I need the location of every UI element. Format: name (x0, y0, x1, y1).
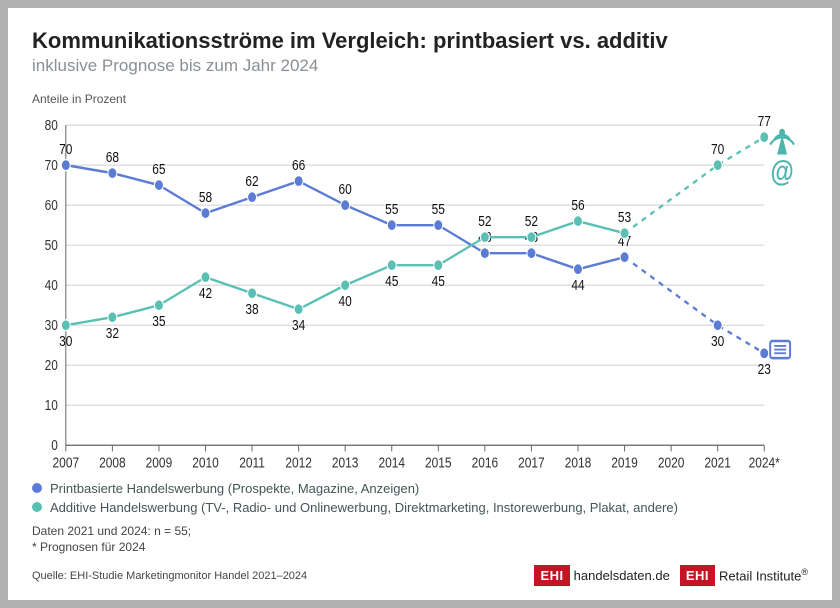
logo-handelsdaten: EHI handelsdaten.de (534, 565, 669, 586)
legend-marker-print (32, 483, 42, 493)
svg-text:30: 30 (59, 333, 72, 349)
svg-text:2018: 2018 (565, 454, 592, 470)
svg-text:0: 0 (51, 437, 58, 453)
svg-text:38: 38 (245, 301, 258, 317)
footer: Quelle: EHI-Studie Marketingmonitor Hand… (32, 565, 808, 586)
svg-text:2014: 2014 (378, 454, 405, 470)
svg-text:45: 45 (385, 273, 398, 289)
svg-text:68: 68 (106, 149, 119, 165)
svg-text:52: 52 (525, 213, 538, 229)
svg-text:55: 55 (385, 201, 398, 217)
unit-label: Anteile in Prozent (32, 92, 808, 106)
svg-text:2015: 2015 (425, 454, 452, 470)
svg-text:2011: 2011 (239, 454, 265, 470)
svg-text:2024*: 2024* (749, 454, 780, 470)
svg-text:23: 23 (758, 361, 771, 377)
chart-subtitle: inklusive Prognose bis zum Jahr 2024 (32, 56, 808, 76)
svg-text:2019: 2019 (611, 454, 638, 470)
logo-text-a: handelsdaten.de (574, 568, 670, 583)
svg-text:30: 30 (711, 333, 724, 349)
chart-card: Kommunikationsströme im Vergleich: print… (8, 8, 832, 600)
svg-text:65: 65 (152, 161, 165, 177)
svg-text:2021: 2021 (704, 454, 731, 470)
svg-text:60: 60 (45, 197, 58, 213)
svg-text:34: 34 (292, 317, 306, 333)
svg-text:2012: 2012 (285, 454, 312, 470)
svg-text:58: 58 (199, 189, 212, 205)
svg-text:56: 56 (571, 197, 584, 213)
notes-line-1: Daten 2021 und 2024: n = 55; (32, 523, 808, 539)
svg-text:2009: 2009 (146, 454, 173, 470)
svg-text:@: @ (770, 155, 793, 188)
svg-text:45: 45 (432, 273, 445, 289)
legend-item-print: Printbasierte Handelswerbung (Prospekte,… (32, 481, 808, 496)
svg-text:62: 62 (245, 173, 258, 189)
notes-line-2: * Prognosen für 2024 (32, 539, 808, 555)
logo-box-a: EHI (534, 565, 569, 586)
logo-text-b: Retail Institute® (719, 567, 808, 583)
chart-title: Kommunikationsströme im Vergleich: print… (32, 28, 808, 54)
svg-text:70: 70 (59, 141, 72, 157)
svg-text:35: 35 (152, 313, 165, 329)
legend-marker-additive (32, 502, 42, 512)
svg-text:70: 70 (45, 157, 58, 173)
svg-text:2010: 2010 (192, 454, 219, 470)
source-text: Quelle: EHI-Studie Marketingmonitor Hand… (32, 570, 307, 582)
svg-text:60: 60 (339, 181, 352, 197)
svg-text:2007: 2007 (53, 454, 80, 470)
notes: Daten 2021 und 2024: n = 55; * Prognosen… (32, 523, 808, 555)
svg-text:77: 77 (758, 113, 771, 129)
svg-text:44: 44 (571, 277, 585, 293)
svg-text:40: 40 (45, 277, 58, 293)
svg-text:53: 53 (618, 209, 631, 225)
svg-text:80: 80 (45, 117, 58, 133)
legend-item-additive: Additive Handelswerbung (TV-, Radio- und… (32, 500, 808, 515)
svg-text:10: 10 (45, 397, 58, 413)
chart-area: 0102030405060708020072008200920102011201… (32, 108, 808, 475)
svg-text:2008: 2008 (99, 454, 126, 470)
svg-text:32: 32 (106, 325, 119, 341)
svg-text:40: 40 (339, 293, 352, 309)
svg-text:20: 20 (45, 357, 58, 373)
legend: Printbasierte Handelswerbung (Prospekte,… (32, 481, 808, 519)
line-chart: 0102030405060708020072008200920102011201… (32, 108, 808, 475)
svg-text:2020: 2020 (658, 454, 685, 470)
svg-text:50: 50 (45, 237, 58, 253)
logo-retail-institute: EHI Retail Institute® (680, 565, 808, 586)
svg-text:2017: 2017 (518, 454, 545, 470)
legend-label-print: Printbasierte Handelswerbung (Prospekte,… (50, 481, 419, 496)
svg-text:70: 70 (711, 141, 724, 157)
svg-text:55: 55 (432, 201, 445, 217)
svg-text:2016: 2016 (472, 454, 499, 470)
legend-label-additive: Additive Handelswerbung (TV-, Radio- und… (50, 500, 678, 515)
svg-text:2013: 2013 (332, 454, 359, 470)
svg-text:52: 52 (478, 213, 491, 229)
svg-text:66: 66 (292, 157, 305, 173)
svg-text:42: 42 (199, 285, 212, 301)
svg-text:30: 30 (45, 317, 58, 333)
logo-box-b: EHI (680, 565, 715, 586)
logos: EHI handelsdaten.de EHI Retail Institute… (534, 565, 808, 586)
